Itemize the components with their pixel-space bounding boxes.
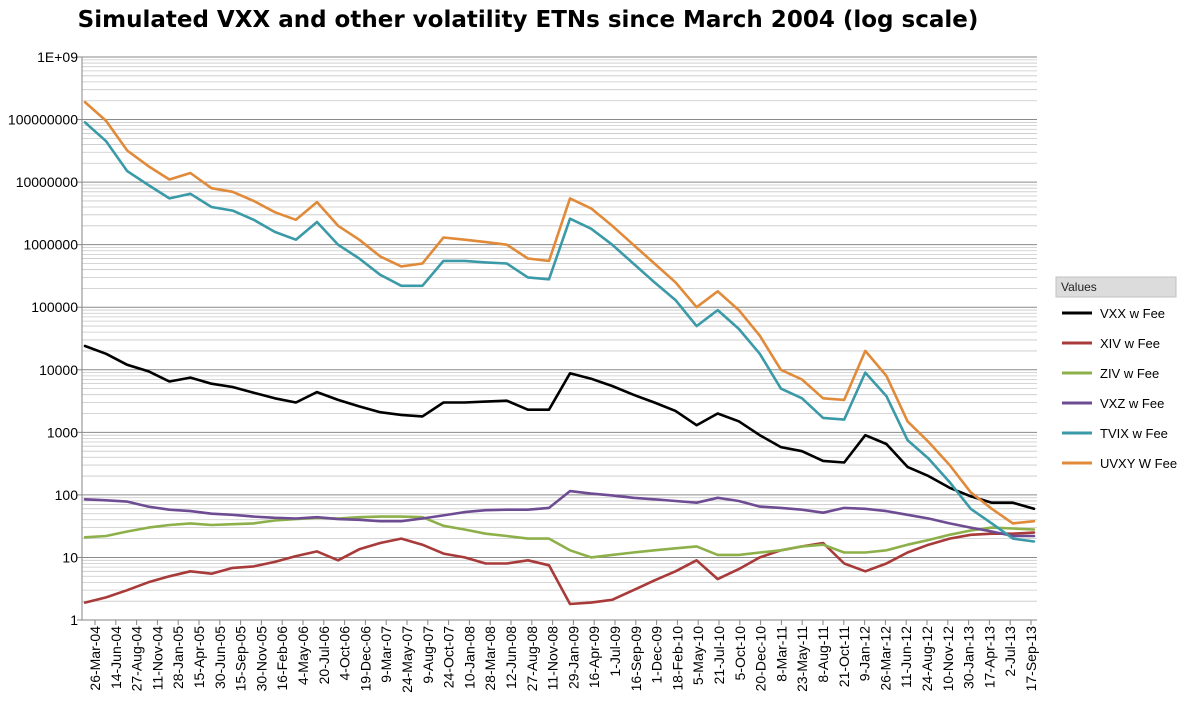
legend: Values VXX w Fee XIV w Fee ZIV w Fee VXZ w …: [1055, 276, 1177, 471]
legend-items: VXX w Fee XIV w Fee ZIV w Fee VXZ w Fee TVIX…: [1062, 306, 1177, 471]
legend-label-ziv-w-fee: ZIV w Fee: [1100, 366, 1159, 381]
series-line-tvix-w-fee: [83, 121, 1036, 543]
y-axis-ticks: 1 10 100 1000 10000 100000 1000000 10000000 1000…: [8, 49, 82, 628]
x-tick-label: 30-Jan-13: [961, 626, 977, 689]
y-tick-label: 1: [70, 612, 78, 628]
x-tick-label: 5-May-10: [690, 626, 706, 685]
y-tick-label: 100000000: [8, 112, 78, 128]
x-tick-label: 4-May-06: [295, 626, 311, 685]
y-tick-label: 100: [55, 487, 79, 503]
axes: [81, 57, 1037, 621]
x-tick-label: 10-Jan-08: [461, 626, 477, 689]
x-tick-label: 26-Mar-12: [877, 626, 893, 691]
x-tick-label: 16-Apr-09: [586, 626, 602, 688]
x-tick-label: 20-Dec-10: [753, 626, 769, 692]
x-tick-label: 15-Sep-05: [233, 626, 249, 692]
x-tick-label: 12-Jun-08: [503, 626, 519, 689]
x-tick-label: 10-Nov-12: [940, 626, 956, 692]
legend-label-uvxy-w-fee: UVXY W Fee: [1100, 456, 1177, 471]
x-tick-label: 28-Jan-05: [170, 626, 186, 689]
x-tick-label: 19-Dec-06: [357, 626, 373, 692]
series-line-vxx-w-fee: [83, 344, 1036, 511]
x-tick-label: 8-Mar-11: [773, 626, 789, 682]
x-tick-label: 14-Jun-04: [108, 626, 124, 689]
x-tick-label: 16-Sep-09: [628, 626, 644, 692]
x-tick-label: 17-Apr-13: [981, 626, 997, 688]
x-tick-label: 8-Aug-11: [815, 626, 831, 683]
x-tick-label: 15-Apr-05: [191, 626, 207, 688]
series-line-vxz-w-fee: [83, 489, 1036, 538]
chart-title: Simulated VXX and other volatility ETNs …: [78, 7, 979, 33]
series-layer: [83, 100, 1036, 606]
legend-title: Values: [1061, 280, 1097, 294]
x-axis-ticks: 26-Mar-04 14-Jun-04 27-Aug-04 11-Nov-04 28-J…: [87, 620, 1039, 693]
y-tick-label: 10000000: [16, 174, 79, 190]
x-tick-label: 21-Jul-10: [711, 626, 727, 685]
x-tick-label: 2-Jul-13: [1002, 626, 1018, 677]
x-tick-label: 11-Jun-12: [898, 626, 914, 688]
x-tick-label: 11-Nov-04: [149, 626, 165, 691]
x-tick-label: 23-May-11: [794, 626, 810, 692]
x-tick-label: 30-Jun-05: [212, 626, 228, 689]
x-tick-label: 21-Oct-11: [836, 626, 852, 687]
x-tick-label: 9-Mar-07: [378, 626, 394, 683]
x-tick-label: 17-Sep-13: [1023, 626, 1039, 692]
x-tick-label: 1-Dec-09: [649, 626, 665, 684]
y-tick-label: 10000: [39, 362, 78, 378]
x-tick-label: 18-Feb-10: [669, 626, 685, 691]
x-tick-label: 30-Nov-05: [253, 626, 269, 692]
legend-label-vxz-w-fee: VXZ w Fee: [1100, 396, 1164, 411]
x-tick-label: 27-Aug-04: [129, 626, 145, 692]
legend-label-vxx-w-fee: VXX w Fee: [1100, 306, 1165, 321]
x-tick-label: 9-Aug-07: [420, 626, 436, 684]
x-tick-label: 26-Mar-04: [87, 626, 103, 691]
x-tick-label: 4-Oct-06: [337, 626, 353, 681]
series-line-uvxy-w-fee: [83, 100, 1036, 525]
x-tick-label: 11-Nov-08: [545, 626, 561, 691]
x-tick-label: 9-Jan-12: [857, 626, 873, 681]
y-tick-label: 1000: [47, 424, 78, 440]
x-tick-label: 24-Oct-07: [441, 626, 457, 688]
series-line-ziv-w-fee: [83, 515, 1036, 559]
legend-label-xiv-w-fee: XIV w Fee: [1100, 336, 1160, 351]
x-tick-label: 1-Jul-09: [607, 626, 623, 677]
legend-label-tvix-w-fee: TVIX w Fee: [1100, 426, 1168, 441]
x-tick-label: 24-Aug-12: [919, 626, 935, 692]
x-tick-label: 24-May-07: [399, 626, 415, 693]
legend-header-box: [1055, 276, 1177, 298]
x-tick-label: 20-Jul-06: [316, 626, 332, 685]
y-tick-label: 10: [62, 549, 78, 565]
x-tick-label: 27-Aug-08: [524, 626, 540, 692]
series-line-xiv-w-fee: [83, 531, 1036, 606]
x-tick-label: 16-Feb-06: [274, 626, 290, 691]
y-tick-label: 100000: [31, 299, 78, 315]
x-tick-label: 29-Jan-09: [565, 626, 581, 689]
x-tick-label: 28-Mar-08: [482, 626, 498, 691]
y-tick-label: 1000000: [23, 237, 78, 253]
x-tick-label: 5-Oct-10: [732, 626, 748, 681]
y-tick-label: 1E+09: [37, 49, 78, 65]
